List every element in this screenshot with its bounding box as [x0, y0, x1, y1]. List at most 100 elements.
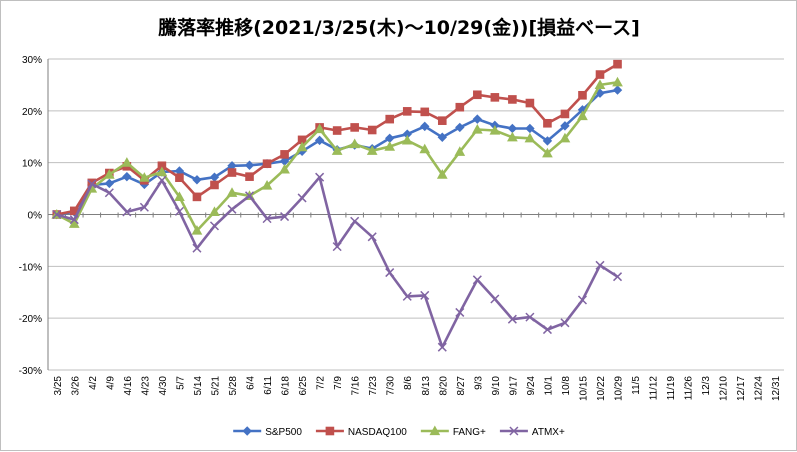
data-point-s-p500 [122, 171, 132, 182]
data-point-atmx [227, 204, 237, 214]
data-point-s-p500 [542, 136, 553, 146]
data-point-atmx [542, 325, 552, 335]
data-point-atmx [122, 207, 132, 217]
data-point-atmx [244, 191, 255, 201]
data-point-fang [577, 110, 588, 121]
y-tick-label: 30% [22, 55, 42, 66]
data-point-s-p500 [612, 85, 623, 95]
x-tick-label: 4/2 [88, 376, 99, 390]
data-point-s-p500 [507, 123, 518, 134]
x-tick-label: 10/29 [614, 376, 625, 401]
x-tick-label: 9/17 [508, 376, 519, 396]
x-tick-label: 12/24 [754, 376, 765, 401]
data-point-nasdaq100 [350, 123, 359, 132]
legend-item-nasdaq100: NASDAQ100 [315, 426, 407, 438]
x-tick-label: 5/21 [210, 376, 221, 396]
y-tick-label: -10% [19, 262, 42, 273]
data-point-atmx [297, 193, 307, 203]
data-point-atmx [437, 342, 447, 352]
data-point-atmx [192, 243, 202, 253]
legend-marker [429, 425, 441, 436]
chart-title: 騰落率推移(2021/3/25(木)～10/29(金))[損益ベース] [157, 16, 640, 39]
x-tick-label: 5/28 [228, 376, 239, 396]
data-point-nasdaq100 [613, 59, 622, 69]
data-point-nasdaq100 [175, 173, 184, 182]
x-tick-label: 12/17 [736, 376, 747, 401]
data-point-nasdaq100 [245, 172, 254, 181]
x-tick-label: 11/26 [684, 376, 695, 401]
data-point-fang [366, 145, 378, 155]
data-point-nasdaq100 [595, 70, 605, 79]
data-point-s-p500 [560, 121, 570, 131]
x-tick-label: 6/11 [263, 376, 274, 395]
data-point-atmx [174, 206, 184, 216]
y-tick-label: 10% [22, 159, 42, 170]
data-point-fang [384, 141, 396, 151]
y-tick-label: -20% [19, 314, 42, 325]
x-tick-label: 4/30 [158, 376, 169, 396]
data-point-nasdaq100 [420, 107, 430, 117]
legend-marker [509, 426, 519, 436]
x-tick-label: 8/20 [438, 376, 449, 396]
series-atmx [52, 172, 623, 352]
x-tick-label: 4/16 [123, 376, 134, 396]
x-tick-label: 3/26 [70, 376, 81, 396]
y-tick-label: -30% [19, 366, 42, 377]
x-tick-label: 8/13 [421, 376, 432, 396]
x-tick-label: 11/5 [631, 376, 642, 395]
series-nasdaq100 [52, 59, 622, 219]
data-point-fang [156, 166, 168, 177]
data-point-atmx [87, 179, 97, 189]
data-point-s-p500 [437, 132, 447, 142]
data-point-atmx [262, 214, 272, 224]
data-point-fang [524, 132, 536, 143]
data-point-nasdaq100 [402, 107, 412, 116]
data-point-fang [121, 157, 133, 167]
data-point-s-p500 [104, 178, 115, 189]
data-point-nasdaq100 [227, 168, 237, 177]
data-point-atmx [402, 291, 412, 301]
legend: S&P500 NASDAQ100 FANG+ ATMX+ [233, 425, 565, 438]
legend-item-s-p500: S&P500 [233, 426, 302, 438]
y-tick-label: 20% [22, 107, 42, 118]
legend-item-fang: FANG+ [420, 425, 486, 438]
data-point-fang [68, 218, 80, 228]
data-point-fang [542, 147, 553, 158]
x-tick-label: 12/3 [701, 376, 712, 396]
data-point-nasdaq100 [473, 90, 482, 100]
x-tick-label: 9/24 [526, 376, 537, 396]
data-point-fang [191, 225, 203, 235]
data-point-atmx [385, 268, 395, 278]
data-point-atmx [560, 318, 570, 328]
data-point-atmx [490, 294, 500, 304]
legend-label: S&P500 [265, 427, 302, 438]
series-group [51, 59, 623, 352]
series-fang [51, 76, 623, 235]
x-tick-label: 7/23 [368, 376, 379, 396]
data-point-s-p500 [192, 175, 202, 185]
x-tick-label: 4/9 [105, 376, 116, 390]
data-point-fang [226, 187, 238, 197]
data-point-fang [419, 143, 431, 154]
data-point-fang [594, 79, 606, 90]
data-point-atmx [367, 232, 377, 242]
x-tick-label: 11/12 [649, 376, 660, 401]
x-tick-label: 11/19 [666, 376, 677, 401]
data-point-fang [279, 163, 290, 174]
x-tick-label: 5/14 [193, 376, 204, 396]
data-point-atmx [104, 188, 114, 198]
data-point-fang [559, 132, 571, 143]
data-point-nasdaq100 [332, 126, 342, 135]
data-point-fang [507, 131, 518, 142]
x-axis-ticks: 3/25 3/26 4/2 4/9 4/16 4/23 4/30 5/7 5/14 5/21 5/2… [53, 376, 782, 401]
x-tick-label: 9/3 [473, 376, 484, 390]
x-tick-label: 12/31 [771, 376, 782, 401]
data-point-fang [436, 169, 448, 179]
x-tick-label: 7/9 [333, 376, 344, 390]
data-point-fang [261, 179, 273, 190]
data-point-atmx [595, 260, 605, 270]
y-axis-ticks: 30% 20% 10% 0% -10% -20% -30% [19, 55, 42, 377]
data-point-fang [103, 169, 115, 179]
